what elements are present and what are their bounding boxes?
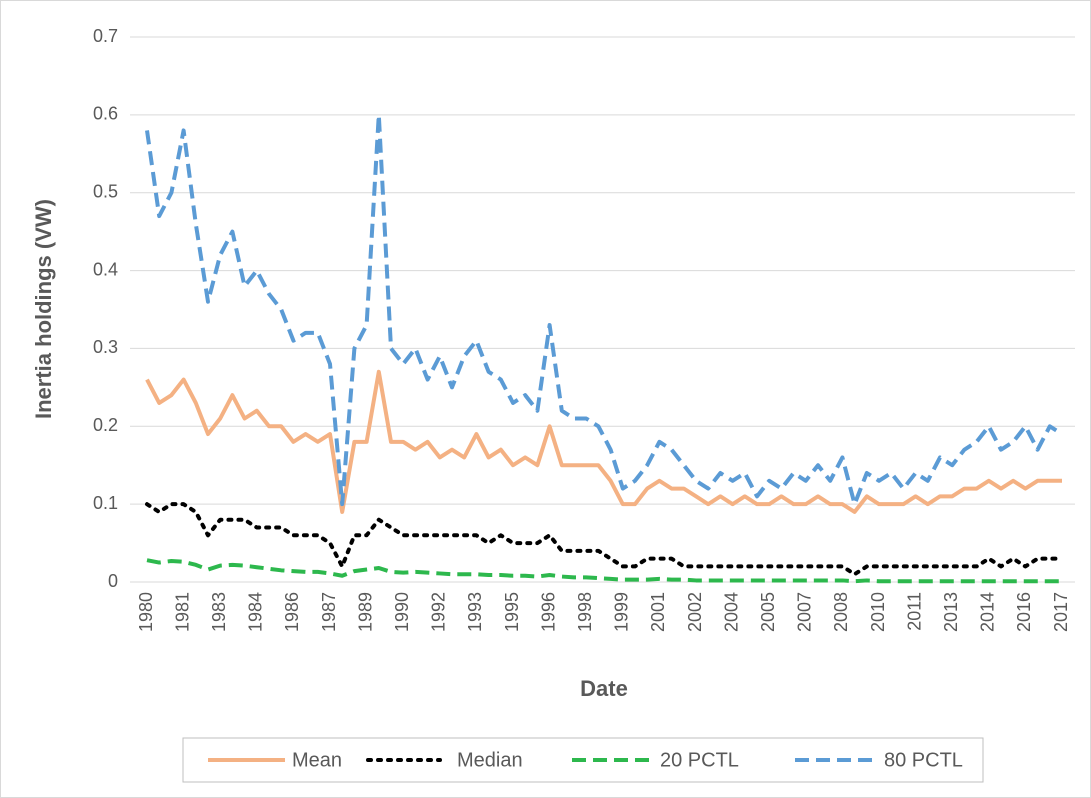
series-line <box>145 369 1062 514</box>
y-tick-label: 0.2 <box>93 415 118 435</box>
x-tick-label: 2007 <box>795 592 815 632</box>
x-tick-label: 1993 <box>465 592 485 632</box>
x-tick-label: 1996 <box>538 592 558 632</box>
x-axis-title: Date <box>580 676 628 701</box>
legend-label: Median <box>457 749 523 771</box>
x-tick-label: 1980 <box>136 592 156 632</box>
x-tick-label: 2016 <box>1014 592 1034 632</box>
x-tick-label: 2005 <box>758 592 778 632</box>
y-tick-label: 0.7 <box>93 26 118 46</box>
x-tick-label: 2004 <box>721 592 741 632</box>
y-tick-label: 0.3 <box>93 337 118 357</box>
series-line <box>146 558 1062 584</box>
x-tick-label: 1983 <box>209 592 229 632</box>
legend-label: 20 PCTL <box>660 749 739 771</box>
y-tick-label: 0.5 <box>93 181 118 201</box>
legend-box <box>182 737 984 783</box>
x-tick-label: 2001 <box>648 592 668 632</box>
x-tick-label: 1986 <box>282 592 302 632</box>
x-tick-label: 1984 <box>246 592 266 632</box>
x-tick-label: 2011 <box>904 592 924 631</box>
x-tick-label: 1995 <box>502 592 522 632</box>
x-tick-label: 2017 <box>1051 592 1071 632</box>
series-line <box>145 112 1064 507</box>
x-tick-label: 1999 <box>612 592 632 632</box>
legend-label: 80 PCTL <box>884 749 963 771</box>
y-tick-label: 0.6 <box>93 104 118 124</box>
x-tick-label: 1992 <box>429 592 449 632</box>
x-tick-label: 1998 <box>575 592 595 632</box>
x-tick-label: 2013 <box>941 592 961 632</box>
y-tick-label: 0.4 <box>93 259 118 279</box>
y-tick-label: 0 <box>108 571 118 591</box>
x-tick-label: 2002 <box>685 592 705 632</box>
x-tick-label: 1990 <box>392 592 412 632</box>
y-tick-label: 0.1 <box>93 493 118 513</box>
series-line <box>145 502 1064 577</box>
y-axis-title: Inertia holdings (VW) <box>31 199 56 419</box>
x-tick-label: 1981 <box>172 592 192 632</box>
legend-label: Mean <box>292 749 342 771</box>
x-tick-label: 1987 <box>319 592 339 632</box>
x-tick-label: 1989 <box>355 592 375 632</box>
x-tick-label: 2014 <box>978 592 998 632</box>
x-tick-label: 2010 <box>868 592 888 632</box>
x-tick-label: 2008 <box>831 592 851 632</box>
